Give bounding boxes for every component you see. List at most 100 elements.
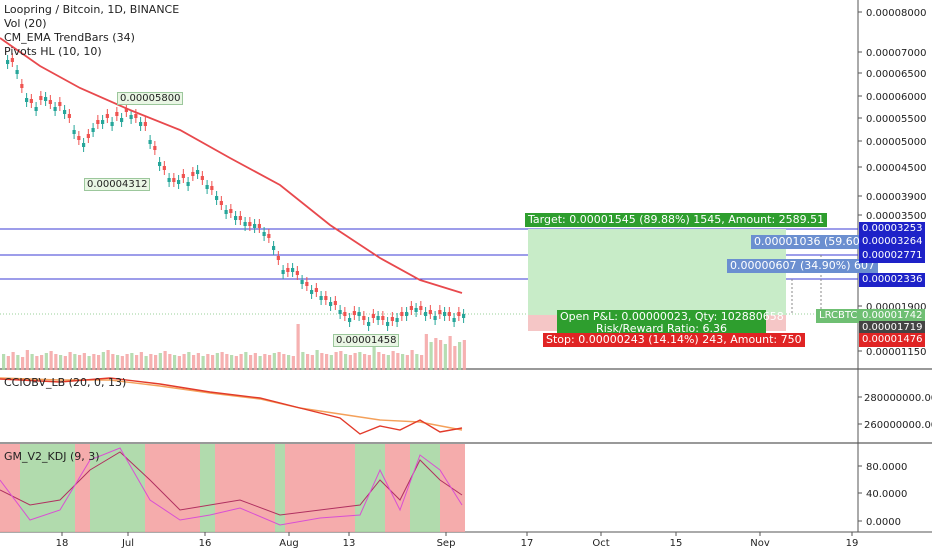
pivot-low2-label: 0.00001458 [333,334,400,347]
candle-body [248,222,252,226]
candle-body [371,314,375,318]
price-tick-label: 0.00003500 [866,211,926,222]
candle-body [414,308,418,312]
target-label[interactable]: Target: 0.00001545 (89.88%) 1545, Amount… [525,213,828,227]
oscillator-kdj-title[interactable]: GM_V2_KDJ (9, 3) [4,450,100,463]
stop-label[interactable]: Stop: 0.00000243 (14.14%) 243, Amount: 7… [543,333,805,347]
candle-body [86,134,90,138]
price-tick-label: 0.00003900 [866,192,926,203]
volume-bar [106,350,110,370]
candle-body [72,130,76,134]
volume-bar [182,354,186,370]
volume-bar [429,342,433,370]
candle-body [338,310,342,314]
pivot-low-label: 0.00004312 [84,178,151,191]
candle-body [272,246,276,250]
volume-bar [344,354,348,370]
volume-bar [116,355,120,370]
candle-body [229,209,233,213]
volume-bar [405,355,409,370]
volume-bar [453,346,457,370]
candle-body [362,316,366,320]
price-badge-4: 0.00002336 [859,273,926,287]
kdj-tick-label: 40.0000 [866,489,907,500]
kdj-tick-label: 80.0000 [866,462,907,473]
volume-bar [40,355,44,370]
candle-body [20,84,24,88]
candle-body [405,312,409,316]
candle-body [10,58,14,62]
candle-body [348,318,352,322]
volume-bar [68,352,72,370]
volume-bar [443,344,447,370]
volume-bar [415,354,419,370]
volume-bar [458,342,462,370]
candle-body [238,216,242,220]
candle-body [200,176,204,180]
level2-label: 0.00000607 (34.90%) 607 [727,259,878,273]
candle-body [424,312,428,316]
time-tick-label: 15 [670,538,683,549]
candle-body [462,314,466,318]
obv-tick-label: 280000000.0000 [864,393,932,404]
candle-body [281,270,285,274]
candle-body [172,178,176,182]
candle-body [267,234,271,238]
volume-bar [339,351,343,370]
kdj-tick-label: 0.0000 [866,517,901,528]
candle-body [419,306,423,310]
candle-body [433,316,437,320]
volume-bar [315,350,319,370]
candle-body [447,312,451,316]
volume-bar [2,354,6,370]
candle-body [390,317,394,321]
price-badge-7: 0.00001476 [859,333,926,347]
indicator-pivots[interactable]: Pivots HL (10, 10) [4,45,102,58]
indicator-volume[interactable]: Vol (20) [4,17,47,30]
volume-bar [211,355,215,370]
volume-bar [244,352,248,370]
candle-body [295,271,299,275]
oscillator-cciobv-title[interactable]: CCIOBV_LB (20, 0, 13) [4,376,127,389]
candle-body [162,166,166,170]
price-badge-1: 0.00003253 [859,222,926,236]
volume-bar [44,353,48,370]
indicator-ema-trendbars[interactable]: CM_EMA TrendBars (34) [4,31,135,44]
candle-body [400,312,404,316]
price-tick-label: 0.00007000 [866,48,926,59]
price-badge-3: 0.00002771 [859,249,926,263]
candle-body [409,306,413,310]
candle-body [181,174,185,178]
volume-bar [287,355,291,370]
candle-body [381,316,385,320]
kdj-band [20,444,75,532]
volume-bar [424,334,428,370]
volume-bar [462,340,466,370]
candle-body [91,128,95,132]
volume-bar [144,356,148,370]
volume-bar [63,356,67,370]
volume-bar [215,353,219,370]
kdj-band [0,444,20,532]
volume-bar [149,354,153,370]
time-tick-label: Nov [750,538,770,549]
candle-body [395,318,399,322]
volume-bar [187,352,191,370]
kdj-band [355,444,385,532]
time-tick-label: Jul [121,538,134,549]
volume-bar [73,354,77,370]
candle-body [257,224,261,228]
price-tick-label: 0.00001150 [866,347,926,358]
candle-body [158,162,162,166]
candle-body [34,107,38,111]
volume-bar [192,355,196,370]
candle-body [139,122,143,126]
volume-bar [11,352,15,370]
candle-body [357,312,361,316]
kdj-j-line [0,447,463,526]
volume-bar [320,353,324,370]
candle-body [129,115,133,119]
level1-label: 0.00001036 (59.60%) [751,235,878,249]
candle-body [253,224,257,228]
